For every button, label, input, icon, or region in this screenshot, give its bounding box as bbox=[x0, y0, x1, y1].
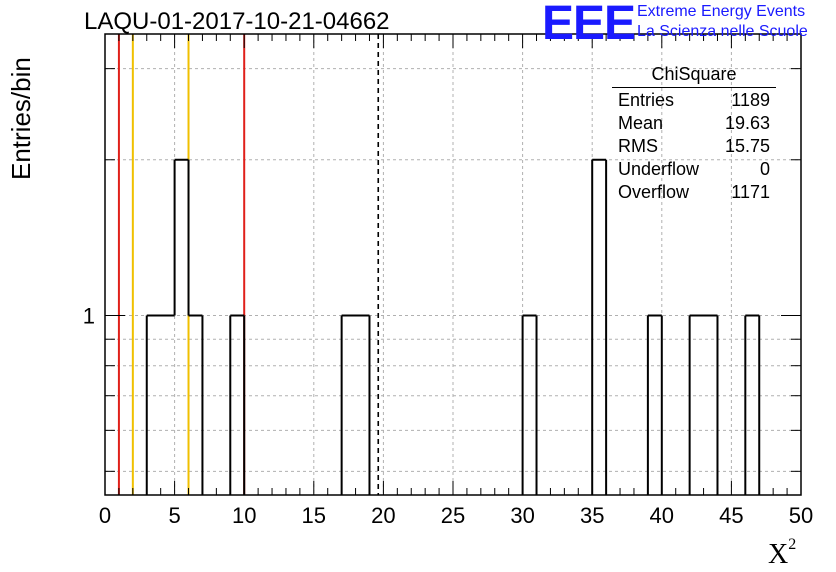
stats-label: RMS bbox=[618, 136, 658, 156]
x-tick-label: 0 bbox=[99, 503, 111, 528]
x-tick-label: 5 bbox=[168, 503, 180, 528]
histogram-bin bbox=[523, 316, 537, 495]
stats-row-underflow: Underflow 0 bbox=[612, 158, 776, 181]
stats-label: Underflow bbox=[618, 159, 700, 179]
stats-row-mean: Mean 19.63 bbox=[612, 112, 776, 135]
x-axis-label-base: X bbox=[768, 539, 789, 570]
stats-row-overflow: Overflow 1171 bbox=[612, 181, 776, 204]
stats-value: 0 bbox=[759, 159, 770, 179]
histogram-bin bbox=[147, 316, 161, 495]
x-tick-label: 35 bbox=[580, 503, 604, 528]
eee-logo-text: Extreme Energy Events La Scienza nelle S… bbox=[637, 2, 808, 42]
eee-logo: EEE bbox=[542, 0, 636, 50]
x-tick-label: 50 bbox=[789, 503, 813, 528]
histogram-bin bbox=[745, 316, 759, 495]
y-tick-label: 1 bbox=[83, 304, 95, 329]
histogram-outline bbox=[145, 158, 761, 495]
stats-box: ChiSquare Entries 1189 Mean 19.63 RMS 15.75… bbox=[612, 64, 776, 204]
stats-value: 19.63 bbox=[724, 113, 770, 133]
histogram-bin bbox=[161, 316, 175, 495]
histogram-bin bbox=[230, 316, 244, 495]
stats-value: 1171 bbox=[731, 182, 770, 202]
histogram-bin bbox=[690, 316, 704, 495]
stats-label: Overflow bbox=[618, 182, 690, 202]
histogram-bin bbox=[356, 316, 370, 495]
x-tick-label: 10 bbox=[232, 503, 256, 528]
x-axis-label-sup: 2 bbox=[788, 536, 797, 553]
x-tick-label: 40 bbox=[650, 503, 674, 528]
x-tick-label: 45 bbox=[719, 503, 743, 528]
stats-row-rms: RMS 15.75 bbox=[612, 135, 776, 158]
histogram-bin bbox=[175, 160, 189, 495]
logo-line-1: Extreme Energy Events bbox=[637, 3, 806, 20]
stats-row-entries: Entries 1189 bbox=[612, 89, 776, 112]
chart-title: LAQU-01-2017-10-21-04662 bbox=[84, 8, 390, 35]
stats-label: Entries bbox=[618, 90, 675, 110]
stats-value: 15.75 bbox=[724, 136, 770, 156]
histogram-bin bbox=[189, 316, 203, 495]
x-tick-label: 25 bbox=[441, 503, 465, 528]
histogram-bin bbox=[342, 316, 356, 495]
x-tick-label: 15 bbox=[302, 503, 326, 528]
histogram-bin bbox=[704, 316, 718, 495]
stats-value: 1189 bbox=[731, 90, 770, 110]
stats-title: ChiSquare bbox=[612, 64, 776, 88]
x-tick-label: 30 bbox=[510, 503, 534, 528]
histogram-bin bbox=[592, 160, 606, 495]
y-axis-label: Entries/bin bbox=[6, 57, 36, 180]
x-tick-label: 20 bbox=[371, 503, 395, 528]
x-axis-label: X2 bbox=[768, 536, 796, 571]
histogram-bin bbox=[648, 316, 662, 495]
stats-label: Mean bbox=[618, 113, 664, 133]
logo-line-2: La Scienza nelle Scuole bbox=[637, 23, 808, 40]
